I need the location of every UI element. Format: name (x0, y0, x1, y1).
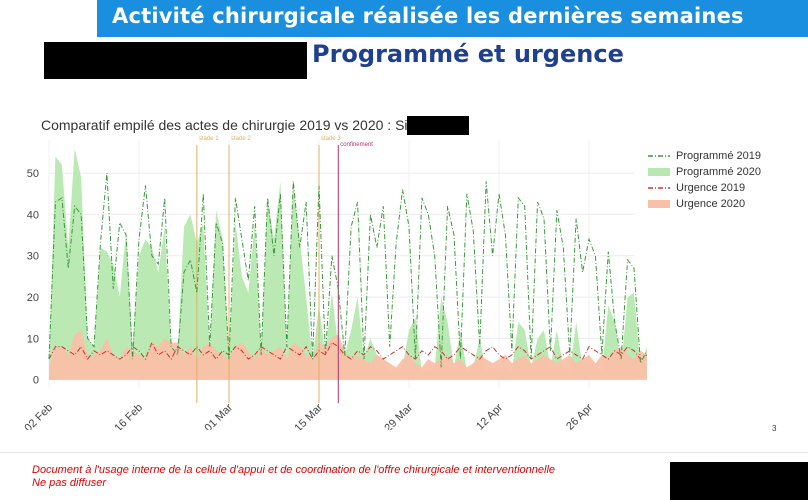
event-label: stade 1 (199, 136, 219, 142)
x-tick-label: 26 Apr (564, 401, 595, 430)
x-tick-label: 16 Feb (112, 402, 145, 430)
event-label: stade 3 (321, 136, 341, 142)
y-tick-label: 0 (33, 375, 39, 387)
series-line-prog2019 (48, 173, 648, 368)
page-subtitle: Programmé et urgence (312, 40, 624, 68)
series-area-urg2020 (49, 330, 647, 380)
y-tick-label: 20 (27, 292, 39, 304)
legend-item-urg2019[interactable]: Urgence 2019 (648, 180, 761, 196)
legend-label: Urgence 2019 (676, 182, 746, 194)
event-label: confinement (340, 142, 373, 148)
x-tick-label: 29 Mar (382, 401, 415, 430)
legend-item-prog2020[interactable]: Programmé 2020 (648, 164, 761, 180)
banner-title: Activité chirurgicale réalisée les derni… (112, 4, 744, 28)
legend-item-prog2019[interactable]: Programmé 2019 (648, 148, 761, 164)
legend-item-urg2020[interactable]: Urgence 2020 (648, 196, 761, 212)
y-tick-label: 50 (27, 168, 39, 180)
legend-label: Programmé 2019 (676, 150, 761, 162)
legend-label: Programmé 2020 (676, 166, 761, 178)
y-tick-label: 30 (27, 251, 39, 263)
footer-divider (0, 452, 808, 453)
footer-line-1: Document à l'usage interne de la cellule… (32, 464, 556, 476)
y-tick-label: 10 (27, 333, 39, 345)
redacted-block-footer (670, 462, 808, 500)
y-tick-label: 40 (27, 209, 39, 221)
x-tick-label: 01 Mar (202, 401, 235, 430)
chart: 0 10 20 30 40 50 02 Feb 16 Feb 01 Mar 15 Mar 29 Ma… (22, 136, 648, 430)
page-number: 3 (772, 424, 777, 433)
chart-legend: Programmé 2019 Programmé 2020 Urgence 20… (648, 148, 761, 212)
x-tick-label: 15 Mar (292, 401, 325, 430)
chart-title: Comparatif empilé des actes de chirurgie… (41, 117, 420, 133)
event-label: stade 2 (231, 136, 251, 142)
title-banner: Activité chirurgicale réalisée les derni… (97, 0, 808, 37)
confidentiality-footer: Document à l'usage interne de la cellule… (32, 464, 555, 490)
redacted-block-site (407, 116, 469, 135)
footer-line-2: Ne pas diffuser (32, 477, 106, 489)
x-tick-label: 12 Apr (474, 401, 505, 430)
series-area-prog2020 (49, 148, 647, 380)
redacted-block-header (44, 42, 307, 79)
series-line-urg2019 (48, 341, 648, 361)
legend-label: Urgence 2020 (676, 198, 746, 210)
x-tick-label: 02 Feb (22, 402, 55, 430)
